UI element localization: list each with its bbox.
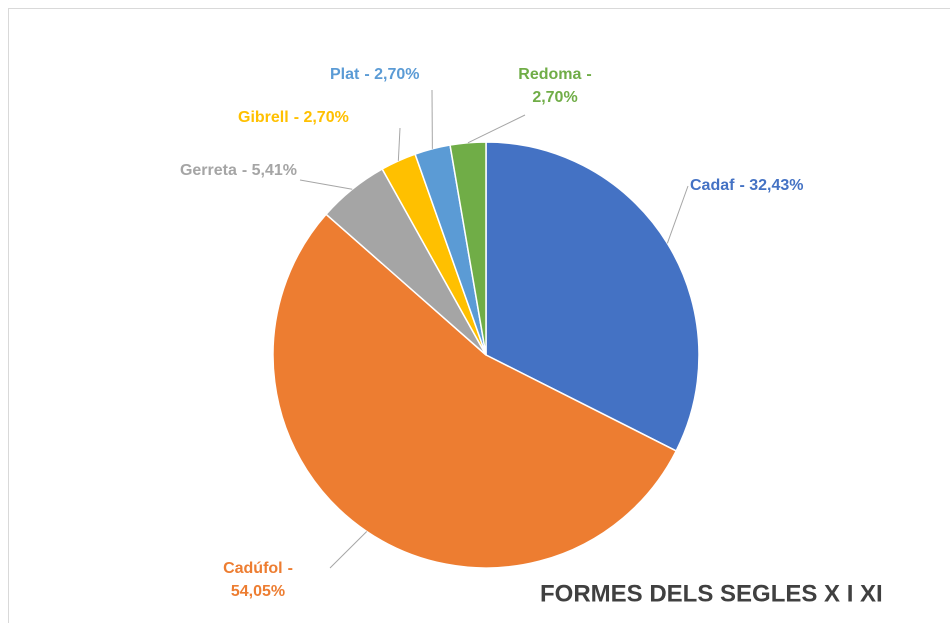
value-label: - 32,43% bbox=[739, 177, 803, 194]
data-label: Plat - 2,70% bbox=[330, 66, 419, 83]
category-label: Gerreta bbox=[180, 162, 237, 179]
category-label: Cadaf bbox=[690, 177, 735, 194]
chart-title: FORMES DELS SEGLES X I XI bbox=[540, 580, 883, 607]
value-label: - 2,70% bbox=[364, 66, 419, 83]
value-label-wrap: 2,70% bbox=[532, 89, 577, 106]
category-label: Gibrell bbox=[238, 109, 289, 126]
category-label: Cadúfol bbox=[223, 560, 283, 577]
value-label: - 5,41% bbox=[242, 162, 297, 179]
data-label: Redoma -2,70% bbox=[518, 66, 591, 106]
value-label: - 2,70% bbox=[294, 109, 349, 126]
leader-line bbox=[329, 531, 368, 569]
pie-slice bbox=[485, 141, 700, 452]
leader-line bbox=[666, 185, 689, 244]
category-label: Redoma bbox=[518, 66, 581, 83]
data-label: Gibrell - 2,70% bbox=[238, 109, 349, 126]
value-label: - bbox=[586, 66, 591, 83]
leader-line bbox=[397, 127, 401, 161]
data-label: Cadaf - 32,43% bbox=[690, 177, 804, 194]
value-label-wrap: 54,05% bbox=[231, 583, 285, 600]
leader-line bbox=[299, 179, 353, 190]
data-label: Cadúfol -54,05% bbox=[223, 560, 293, 600]
data-label: Gerreta - 5,41% bbox=[180, 162, 297, 179]
category-label: Plat bbox=[330, 66, 360, 83]
value-label: - bbox=[288, 560, 293, 577]
leader-line bbox=[467, 114, 526, 144]
